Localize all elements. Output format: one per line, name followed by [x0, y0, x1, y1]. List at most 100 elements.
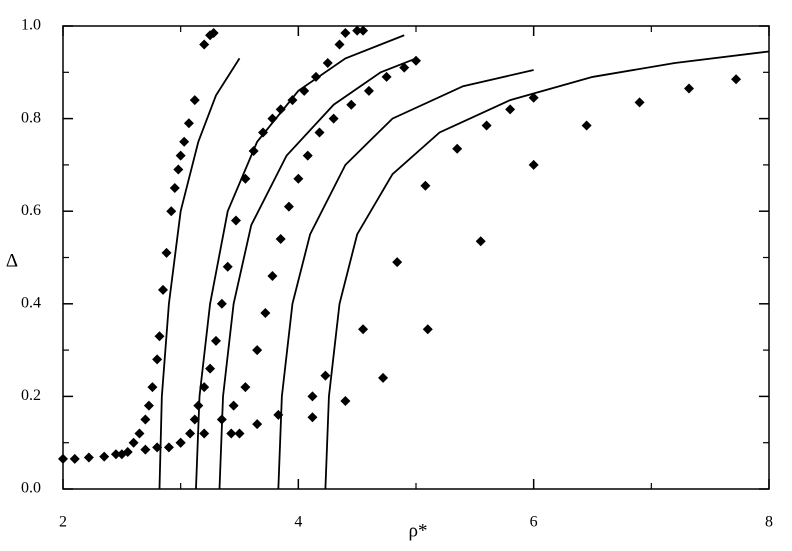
data-point	[193, 400, 204, 411]
data-point	[210, 335, 221, 346]
data-point	[381, 71, 392, 82]
data-point	[358, 25, 369, 36]
data-point	[314, 127, 325, 138]
data-point	[161, 247, 172, 258]
data-point	[140, 414, 151, 425]
data-point	[581, 120, 592, 131]
data-point	[378, 372, 389, 383]
data-point	[228, 400, 239, 411]
data-point	[320, 370, 331, 381]
x-axis-label: ρ*	[409, 520, 428, 541]
data-point	[340, 27, 351, 38]
data-point	[158, 284, 169, 295]
data-point	[334, 39, 345, 50]
data-point	[116, 449, 127, 460]
plot-frame	[62, 25, 770, 490]
data-point	[189, 95, 200, 106]
data-point	[267, 271, 278, 282]
curve	[218, 57, 417, 490]
data-point	[310, 71, 321, 82]
data-point	[683, 83, 694, 94]
data-point	[175, 150, 186, 161]
data-point	[352, 25, 363, 36]
data-point	[183, 118, 194, 129]
data-point	[240, 382, 251, 393]
data-point	[230, 215, 241, 226]
data-point	[134, 428, 145, 439]
y-axis-label: Δ	[6, 250, 18, 271]
data-point	[275, 104, 286, 115]
data-point	[260, 308, 271, 319]
data-point	[481, 120, 492, 131]
data-point	[328, 113, 339, 124]
data-point	[252, 345, 263, 356]
y-tick-label: 1.0	[21, 17, 41, 34]
data-point	[731, 74, 742, 85]
curve	[277, 69, 534, 490]
data-point	[154, 331, 165, 342]
data-point	[346, 99, 357, 110]
data-point	[240, 173, 251, 184]
data-point	[205, 30, 216, 41]
y-tick-label: 0.2	[21, 387, 41, 404]
curve	[324, 50, 770, 490]
data-point	[179, 136, 190, 147]
data-point	[252, 419, 263, 430]
data-point	[634, 97, 645, 108]
data-point	[275, 233, 286, 244]
data-point	[422, 324, 433, 335]
data-point	[505, 104, 516, 115]
data-point	[363, 85, 374, 96]
data-point	[152, 442, 163, 453]
data-point	[399, 62, 410, 73]
curve	[195, 34, 405, 490]
data-point	[358, 324, 369, 335]
data-point	[475, 236, 486, 247]
data-point	[307, 412, 318, 423]
data-point	[58, 453, 68, 464]
data-point	[169, 183, 180, 194]
data-point	[452, 143, 463, 154]
y-tick-label: 0.8	[21, 109, 41, 126]
data-point	[528, 92, 539, 103]
data-point	[307, 391, 318, 402]
data-point	[166, 206, 177, 217]
data-point	[83, 452, 94, 463]
data-point	[175, 437, 186, 448]
data-point	[189, 414, 200, 425]
data-point	[248, 146, 259, 157]
data-point	[302, 150, 313, 161]
y-tick-label: 0.4	[21, 294, 41, 311]
data-point	[340, 396, 351, 407]
data-point	[110, 449, 121, 460]
data-point	[99, 451, 110, 462]
data-point	[273, 409, 284, 420]
data-point	[185, 428, 196, 439]
data-point	[128, 437, 139, 448]
data-point	[199, 382, 210, 393]
data-point	[287, 95, 298, 106]
data-point	[69, 453, 80, 464]
y-tick-label: 0.0	[21, 480, 41, 497]
data-point	[205, 363, 216, 374]
data-point	[216, 298, 227, 309]
data-point	[411, 55, 421, 66]
data-point	[222, 261, 233, 272]
data-point	[163, 442, 174, 453]
data-point	[173, 164, 184, 175]
data-point	[420, 180, 431, 191]
data-point	[293, 173, 304, 184]
data-point	[226, 428, 237, 439]
x-tick-label: 8	[765, 514, 773, 531]
data-point	[234, 428, 245, 439]
data-point	[322, 58, 333, 69]
data-point	[299, 85, 310, 96]
data-point	[152, 354, 163, 365]
data-point	[528, 159, 539, 170]
data-point	[208, 27, 219, 38]
data-point	[140, 444, 151, 455]
data-point	[199, 39, 210, 50]
y-tick-label: 0.6	[21, 202, 41, 219]
data-point	[258, 127, 269, 138]
